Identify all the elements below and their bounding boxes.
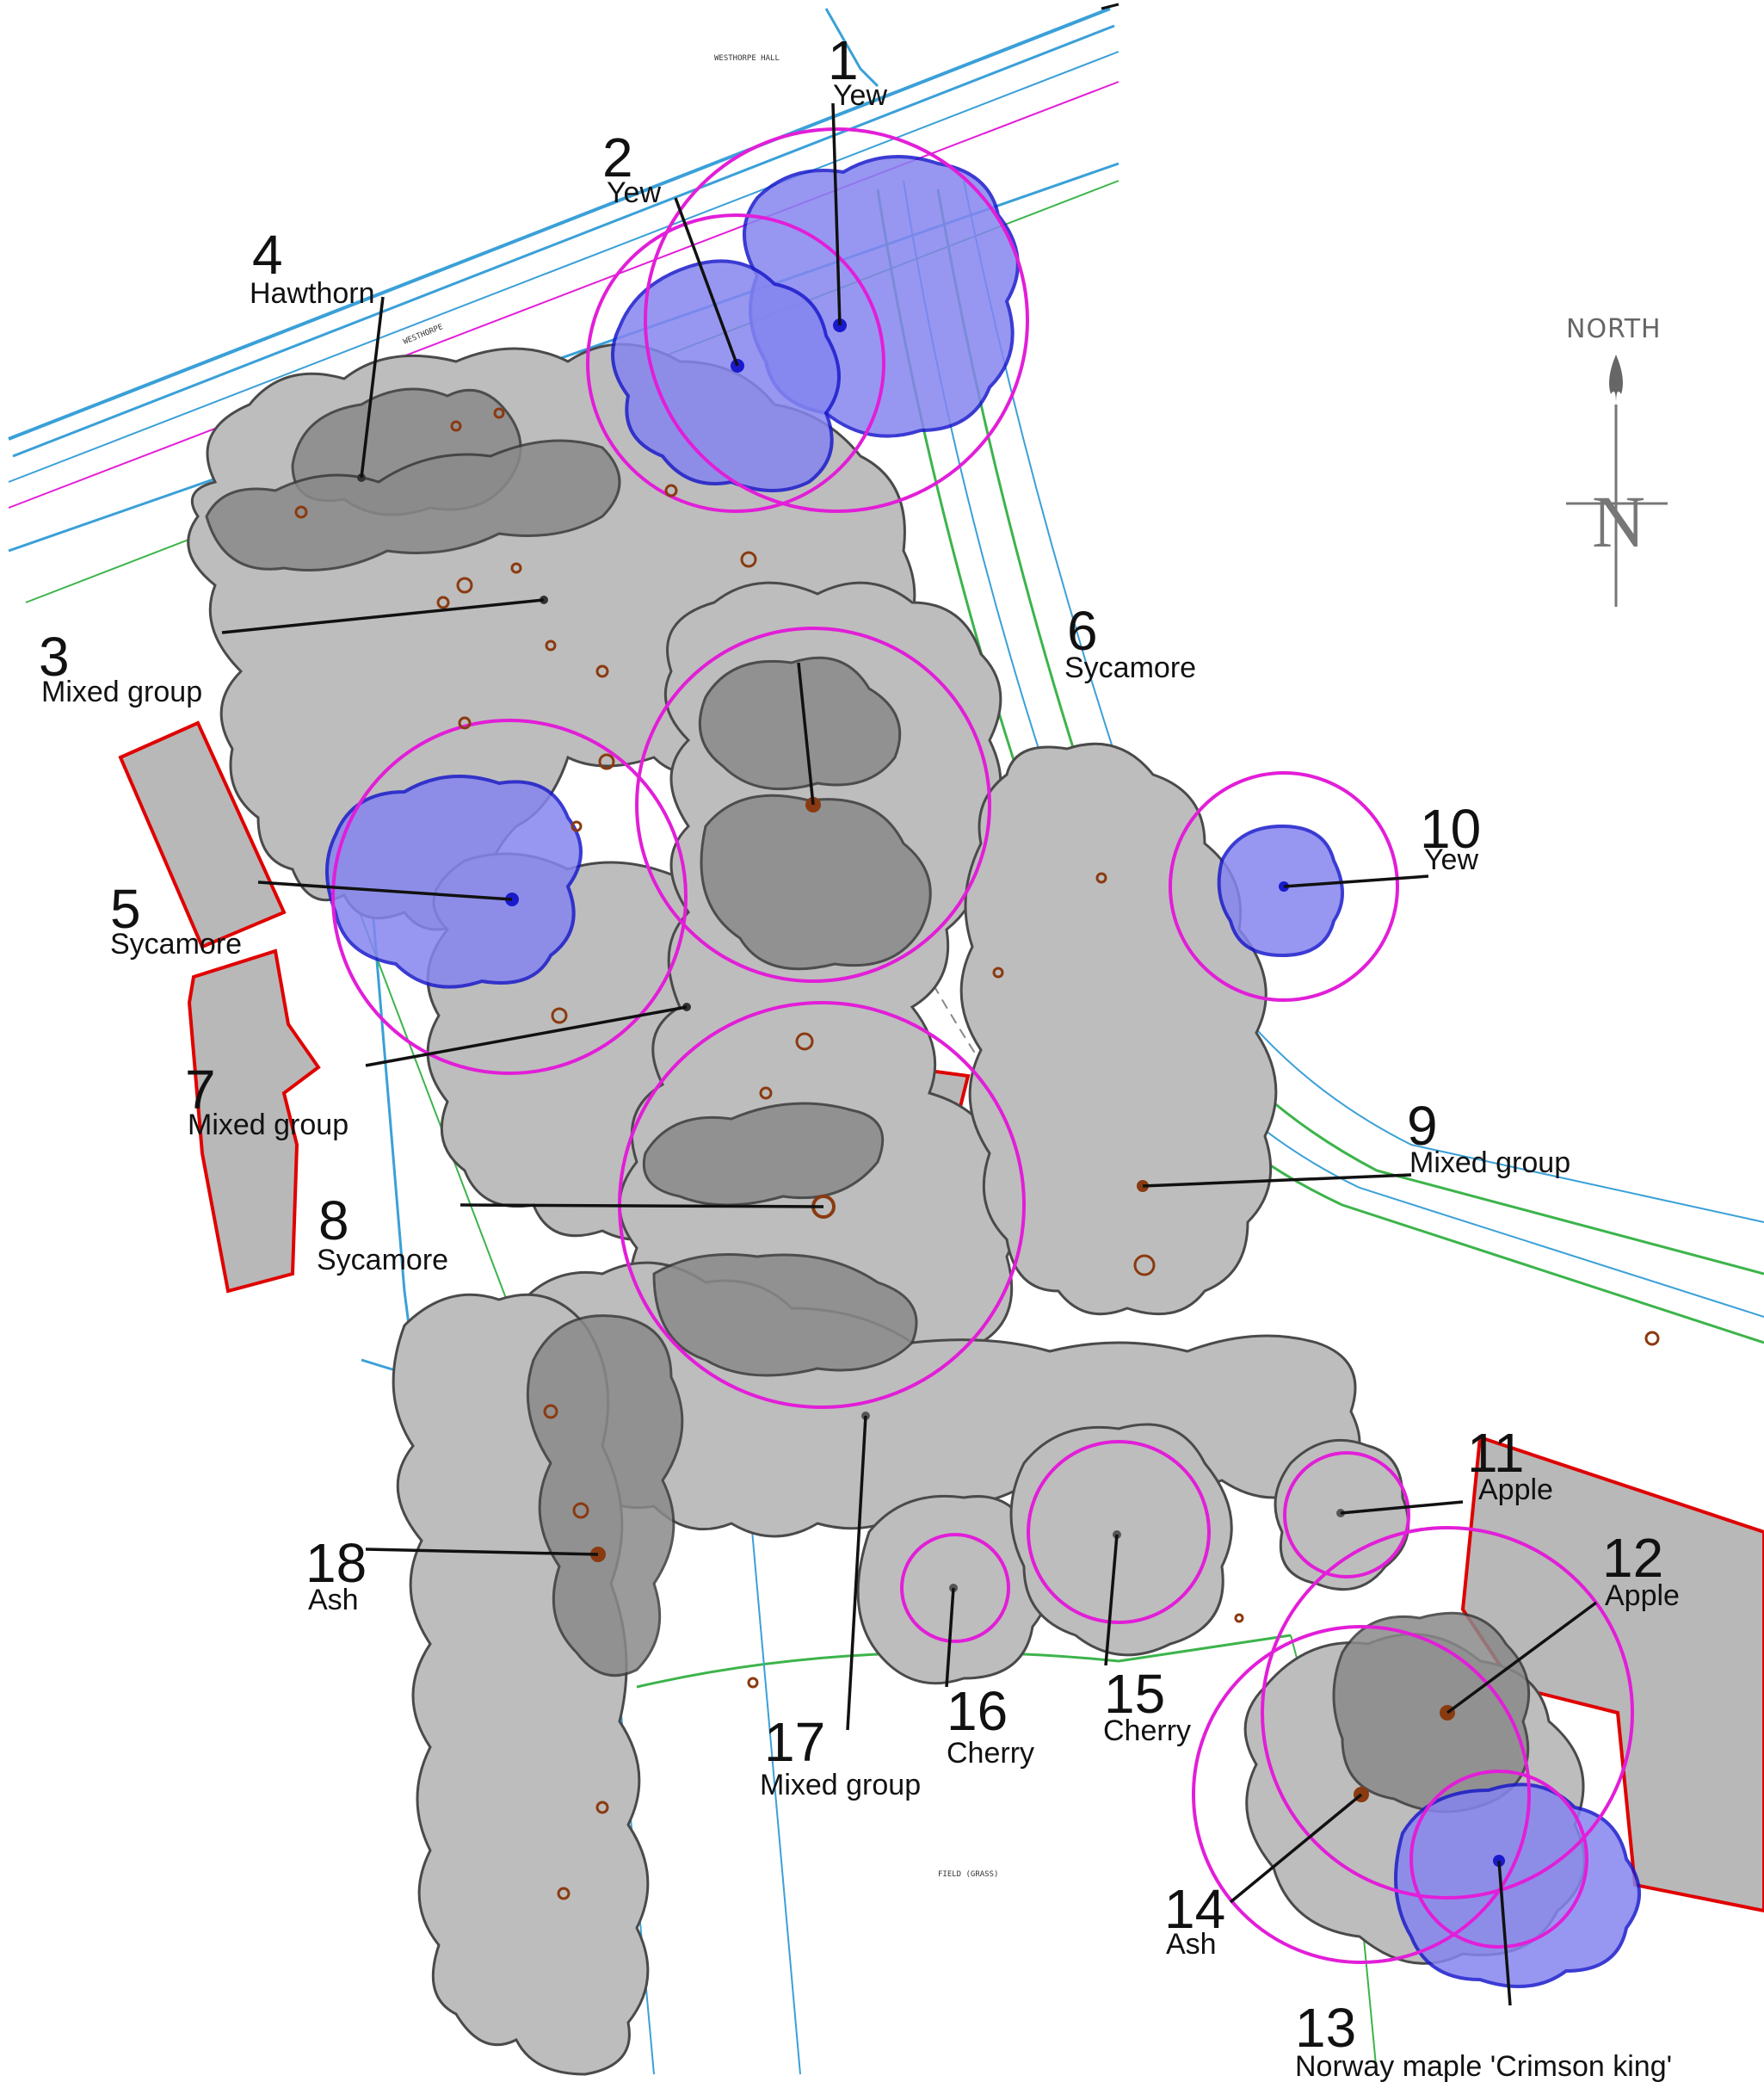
rpa-sycamore-5 <box>331 719 688 1075</box>
tree-12-number: 12 <box>1602 1527 1663 1589</box>
rpa-maple-13 <box>1409 1770 1588 1949</box>
tree-17-number: 17 <box>764 1711 825 1773</box>
rpa-apple-12 <box>1261 1526 1634 1900</box>
tree-18-number: 18 <box>305 1532 367 1594</box>
tree-10-name: Yew <box>1424 843 1478 876</box>
building-southwest <box>187 948 321 1294</box>
tree-10-number: 10 <box>1420 798 1481 860</box>
tree-1-name: Yew <box>833 79 887 112</box>
north-label: NORTH <box>1566 314 1662 344</box>
canopy-sycamore-5 <box>325 775 583 989</box>
tree-1-number: 1 <box>828 29 859 91</box>
canopy-yew-2 <box>611 259 841 492</box>
north-letter: N <box>1592 480 1645 563</box>
tree-4-name: Hawthorn <box>250 277 375 310</box>
leader-lines <box>221 102 1598 2006</box>
tree-16-number: 16 <box>947 1680 1008 1742</box>
canopy-hedge-north <box>205 439 621 571</box>
tree-6-number: 6 <box>1067 600 1098 662</box>
rpa-yew-10 <box>1169 771 1399 1002</box>
tree-9-name: Mixed group <box>1409 1146 1570 1179</box>
rpa-cherry-16 <box>900 1533 1010 1643</box>
rpa-yew-2 <box>586 213 885 513</box>
rpa-yew-1 <box>644 127 1029 513</box>
canopy-sycamore-6 <box>698 656 902 791</box>
canopy-group-9 <box>959 742 1278 1316</box>
tree-7-name: Mixed group <box>188 1109 348 1141</box>
tree-15-name: Cherry <box>1103 1714 1191 1747</box>
tree-11-number: 11 <box>1467 1422 1524 1484</box>
rpa-cherry-15 <box>1027 1440 1211 1624</box>
canopy-ash-18 <box>526 1314 684 1677</box>
drive-name-label: WESTHORPE HALL <box>714 54 780 63</box>
tree-stems <box>294 407 1660 1900</box>
tree-2-name: Yew <box>607 176 661 209</box>
rpa-sycamore-6 <box>635 627 991 983</box>
north-arrow-fleur-icon <box>1609 355 1623 405</box>
canopy-mixed-8 <box>642 1102 885 1207</box>
rpa-apple-11 <box>1283 1451 1410 1578</box>
tree-13-number: 13 <box>1295 1997 1356 2059</box>
canopy-yew-10 <box>1217 824 1344 958</box>
tree-labels: 1 Yew 2 Yew 3 Mixed group 4 Hawthorn 5 S… <box>39 29 1680 2082</box>
canopy-15 <box>1009 1423 1233 1657</box>
tree-8-number: 8 <box>318 1189 349 1251</box>
tree-4-number: 4 <box>252 224 283 286</box>
tree-14-number: 14 <box>1164 1878 1225 1940</box>
canopy-dark-overlays <box>205 387 1531 1813</box>
tree-18-name: Ash <box>308 1584 359 1616</box>
building-west <box>118 720 287 949</box>
tree-15-number: 15 <box>1104 1663 1165 1725</box>
rpa-ash-14 <box>1192 1625 1531 1964</box>
field-label: FIELD (GRASS) <box>938 1870 998 1879</box>
tree-8-name: Sycamore <box>317 1244 448 1276</box>
tree-3-number: 3 <box>39 626 70 688</box>
tree-14-name: Ash <box>1166 1928 1217 1961</box>
root-protection-areas <box>331 127 1634 1964</box>
tree-3-name: Mixed group <box>41 676 202 708</box>
tree-17-name: Mixed group <box>760 1769 921 1801</box>
tree-16-name: Cherry <box>947 1737 1034 1770</box>
north-arrow: NORTH N <box>1566 314 1668 607</box>
tree-5-number: 5 <box>110 878 141 940</box>
tree-11-name: Apple <box>1478 1473 1553 1506</box>
tree-5-name: Sycamore <box>110 928 242 961</box>
tree-6-name: Sycamore <box>1064 652 1196 684</box>
canopy-mixed-17a <box>652 1253 918 1377</box>
tree-7-number: 7 <box>185 1059 216 1121</box>
tree-2-number: 2 <box>602 127 633 188</box>
tree-9-number: 9 <box>1407 1095 1438 1157</box>
tree-12-name: Apple <box>1605 1579 1680 1612</box>
tree-13-name: Norway maple 'Crimson king' <box>1295 2050 1672 2082</box>
